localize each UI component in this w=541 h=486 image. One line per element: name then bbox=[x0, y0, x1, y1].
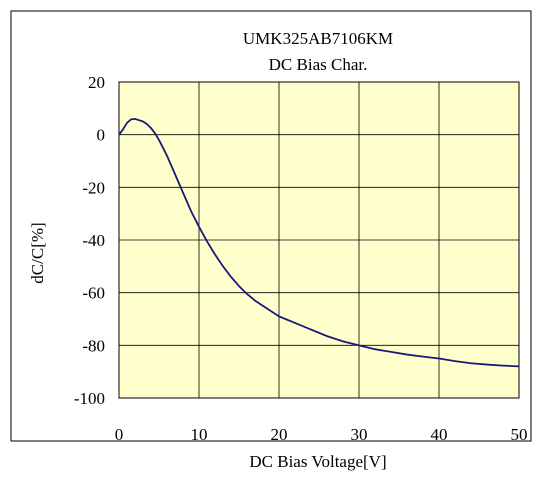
y-tick-label: -80 bbox=[82, 336, 105, 355]
x-axis-label: DC Bias Voltage[V] bbox=[249, 452, 386, 471]
x-tick-label: 0 bbox=[115, 425, 124, 444]
x-tick-label: 20 bbox=[271, 425, 288, 444]
y-tick-label: -20 bbox=[82, 178, 105, 197]
x-tick-label: 10 bbox=[191, 425, 208, 444]
x-tick-label: 50 bbox=[511, 425, 528, 444]
y-tick-label: -60 bbox=[82, 284, 105, 303]
chart-title: UMK325AB7106KM bbox=[243, 29, 393, 48]
y-tick-labels: 20 0 -20 -40 -60 -80 -100 bbox=[74, 73, 105, 408]
y-tick-label: -40 bbox=[82, 231, 105, 250]
y-tick-label: 0 bbox=[97, 126, 106, 145]
y-tick-label: 20 bbox=[88, 73, 105, 92]
x-tick-labels: 0 10 20 30 40 50 bbox=[115, 425, 528, 444]
series-layer bbox=[118, 117, 520, 368]
plot-border bbox=[118, 81, 520, 399]
series-line bbox=[118, 117, 520, 368]
x-tick-label: 30 bbox=[351, 425, 368, 444]
y-tick-label: -100 bbox=[74, 389, 105, 408]
chart-subtitle: DC Bias Char. bbox=[269, 55, 368, 74]
x-tick-label: 40 bbox=[431, 425, 448, 444]
y-axis-label: dC/C[%] bbox=[28, 222, 47, 283]
